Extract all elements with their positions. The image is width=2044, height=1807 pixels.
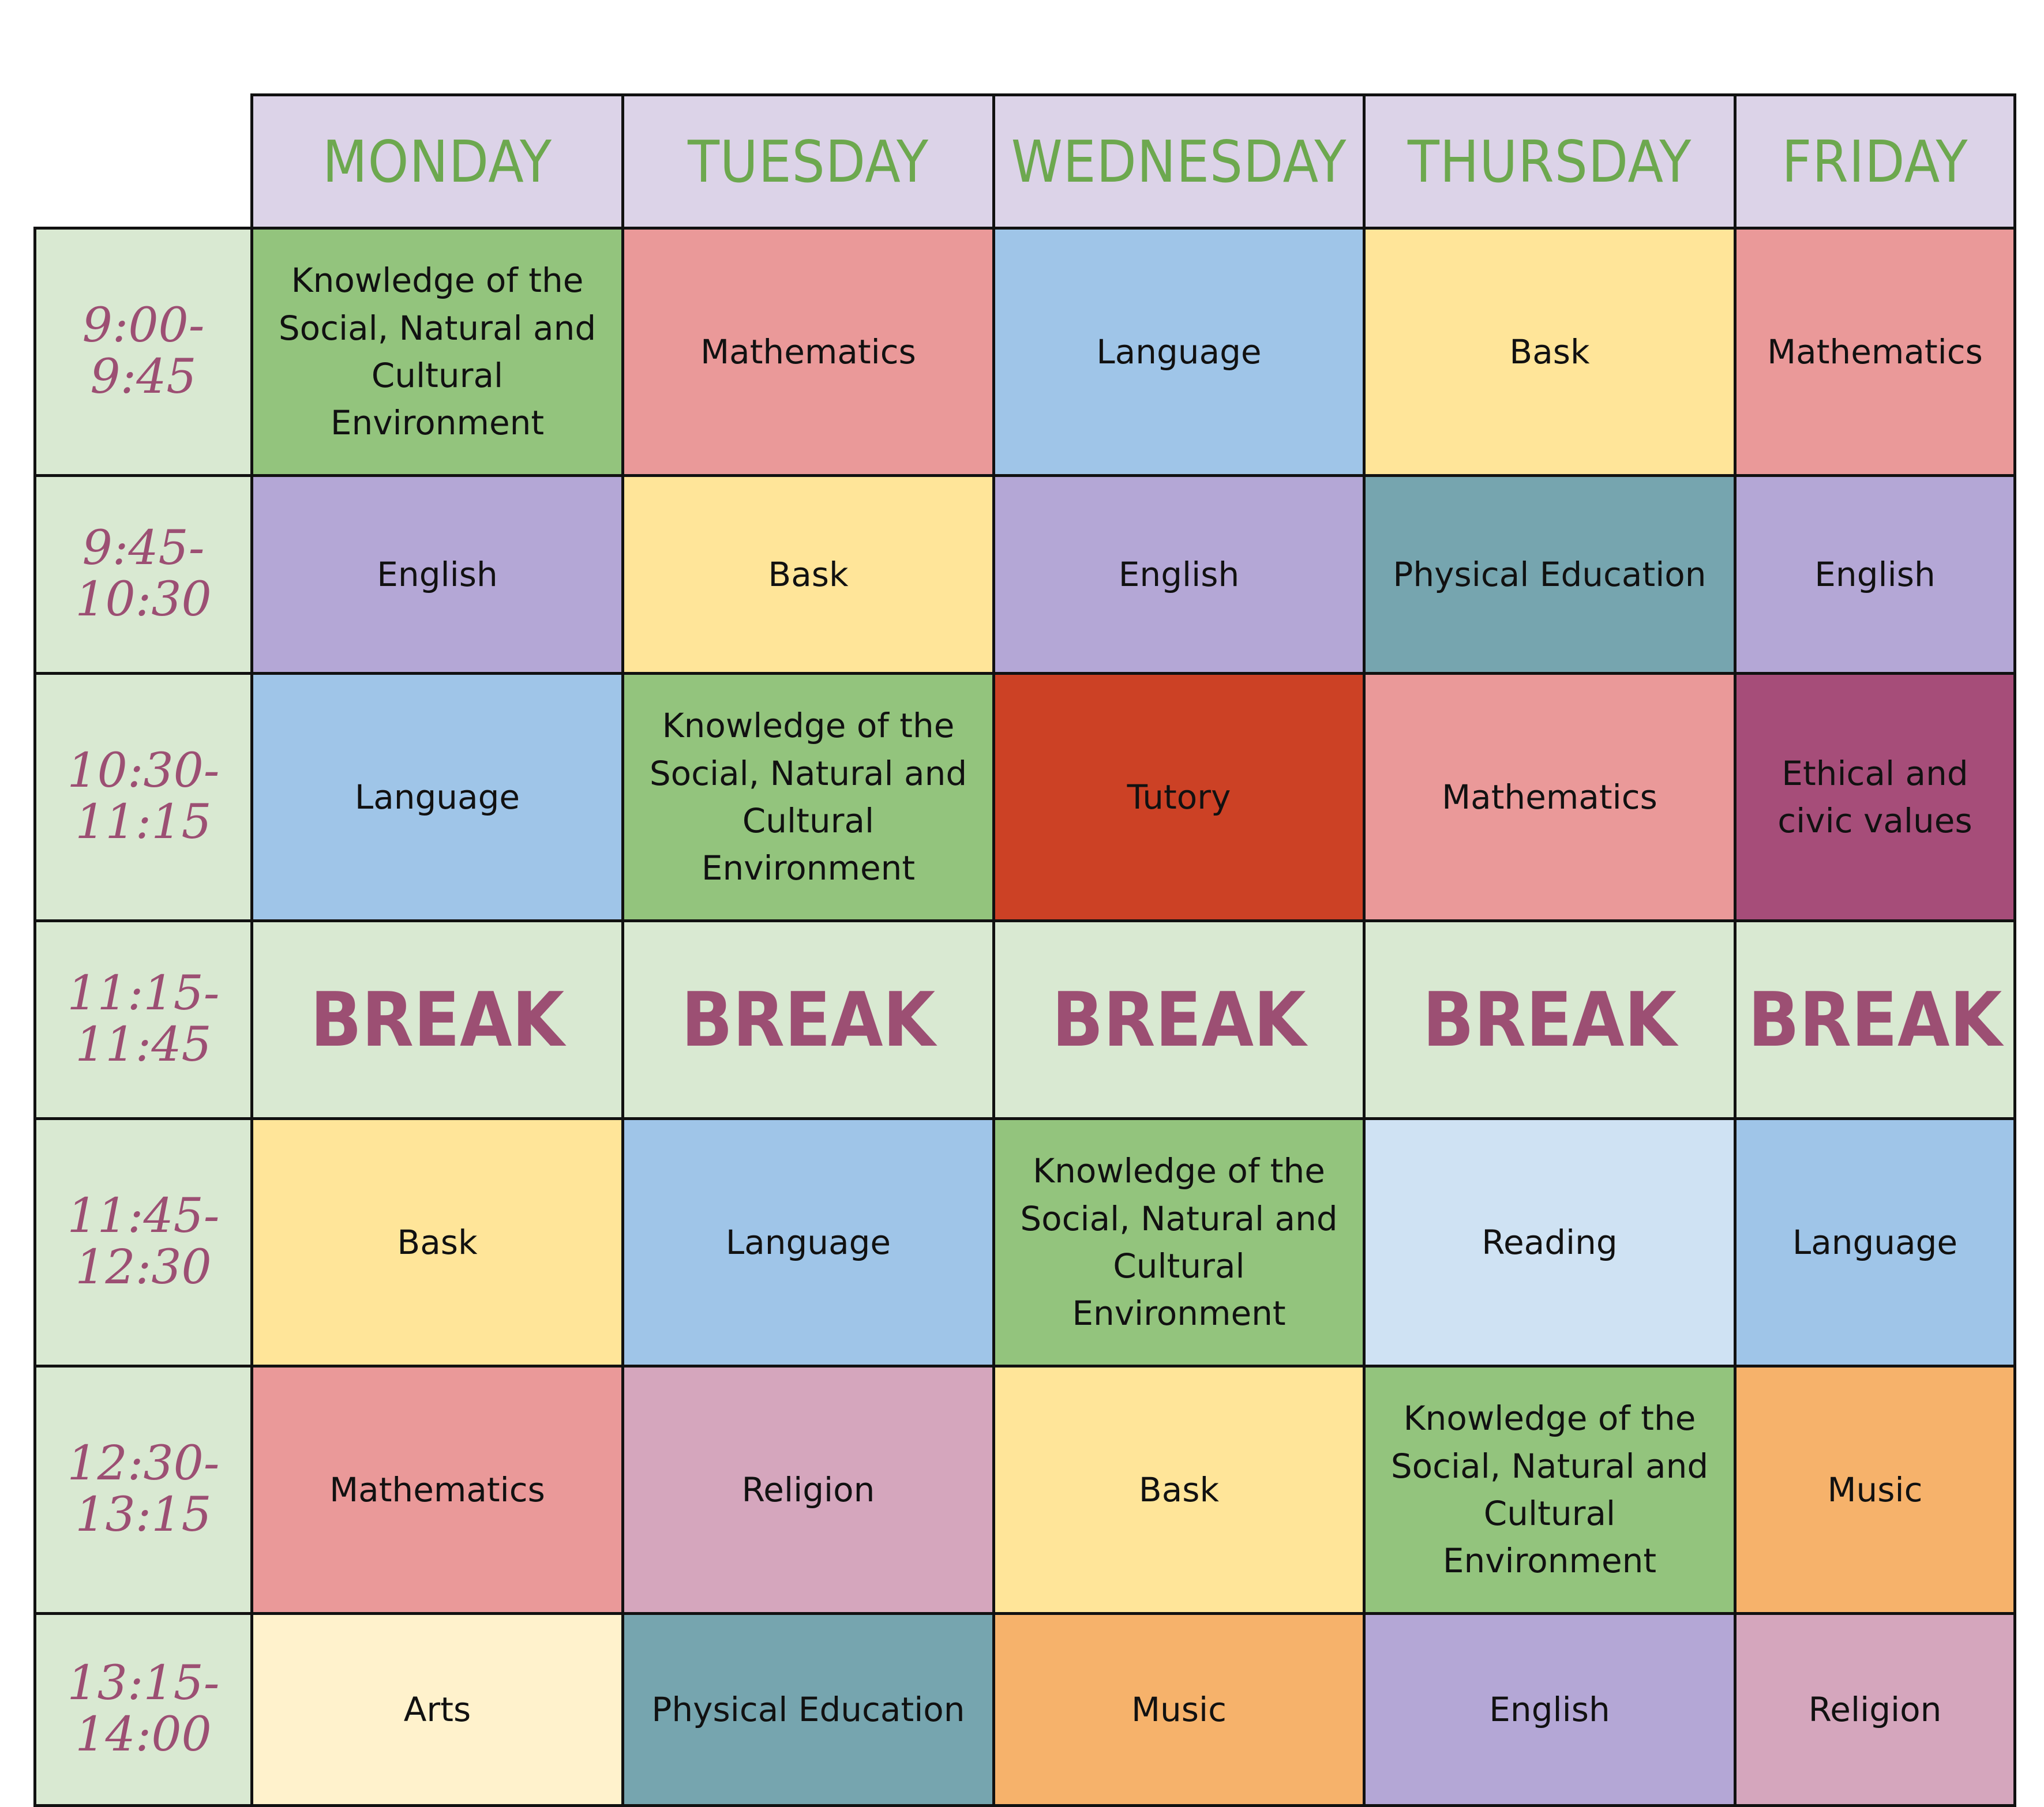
break-cell: BREAK [1734,919,2016,1120]
subject-cell: Language [621,1117,995,1368]
subject-cell: Religion [1734,1612,2016,1807]
time-slot-label: 9:45- 10:30 [33,474,253,675]
subject-cell: Bask [1363,227,1737,477]
day-header-thursday: THURSDAY [1363,93,1737,230]
subject-cell: Tutory [992,672,1366,922]
day-header-monday: MONDAY [250,93,624,230]
subject-cell: Knowledge of the Social, Natural and Cul… [992,1117,1366,1368]
time-slot-label: 11:45- 12:30 [33,1117,253,1368]
subject-cell: Bask [992,1365,1366,1615]
subject-cell: Religion [621,1365,995,1615]
time-slot-label: 10:30- 11:15 [33,672,253,922]
subject-cell: Knowledge of the Social, Natural and Cul… [621,672,995,922]
subject-cell: Language [1734,1117,2016,1368]
break-cell: BREAK [992,919,1366,1120]
break-cell: BREAK [1363,919,1737,1120]
time-slot-label: 9:00- 9:45 [33,227,253,477]
subject-cell: Music [1734,1365,2016,1615]
subject-cell: Bask [250,1117,624,1368]
subject-cell: Language [992,227,1366,477]
subject-cell: Mathematics [1363,672,1737,922]
subject-cell: Mathematics [621,227,995,477]
subject-cell: English [250,474,624,675]
subject-cell: English [992,474,1366,675]
subject-cell: Arts [250,1612,624,1807]
subject-cell: Reading [1363,1117,1737,1368]
subject-cell: English [1363,1612,1737,1807]
subject-cell: Mathematics [1734,227,2016,477]
break-cell: BREAK [250,919,624,1120]
subject-cell: Physical Education [1363,474,1737,675]
subject-cell: Knowledge of the Social, Natural and Cul… [250,227,624,477]
subject-cell: Music [992,1612,1366,1807]
subject-cell: Ethical and civic values [1734,672,2016,922]
subject-cell: Bask [621,474,995,675]
subject-cell: Language [250,672,624,922]
day-header-friday: FRIDAY [1734,93,2016,230]
day-header-tuesday: TUESDAY [621,93,995,230]
time-slot-label: 13:15- 14:00 [33,1612,253,1807]
subject-cell: Mathematics [250,1365,624,1615]
subject-cell: Physical Education [621,1612,995,1807]
time-slot-label: 12:30- 13:15 [33,1365,253,1615]
subject-cell: English [1734,474,2016,675]
time-slot-label: 11:15- 11:45 [33,919,253,1120]
day-header-wednesday: WEDNESDAY [992,93,1366,230]
subject-cell: Knowledge of the Social, Natural and Cul… [1363,1365,1737,1615]
break-cell: BREAK [621,919,995,1120]
